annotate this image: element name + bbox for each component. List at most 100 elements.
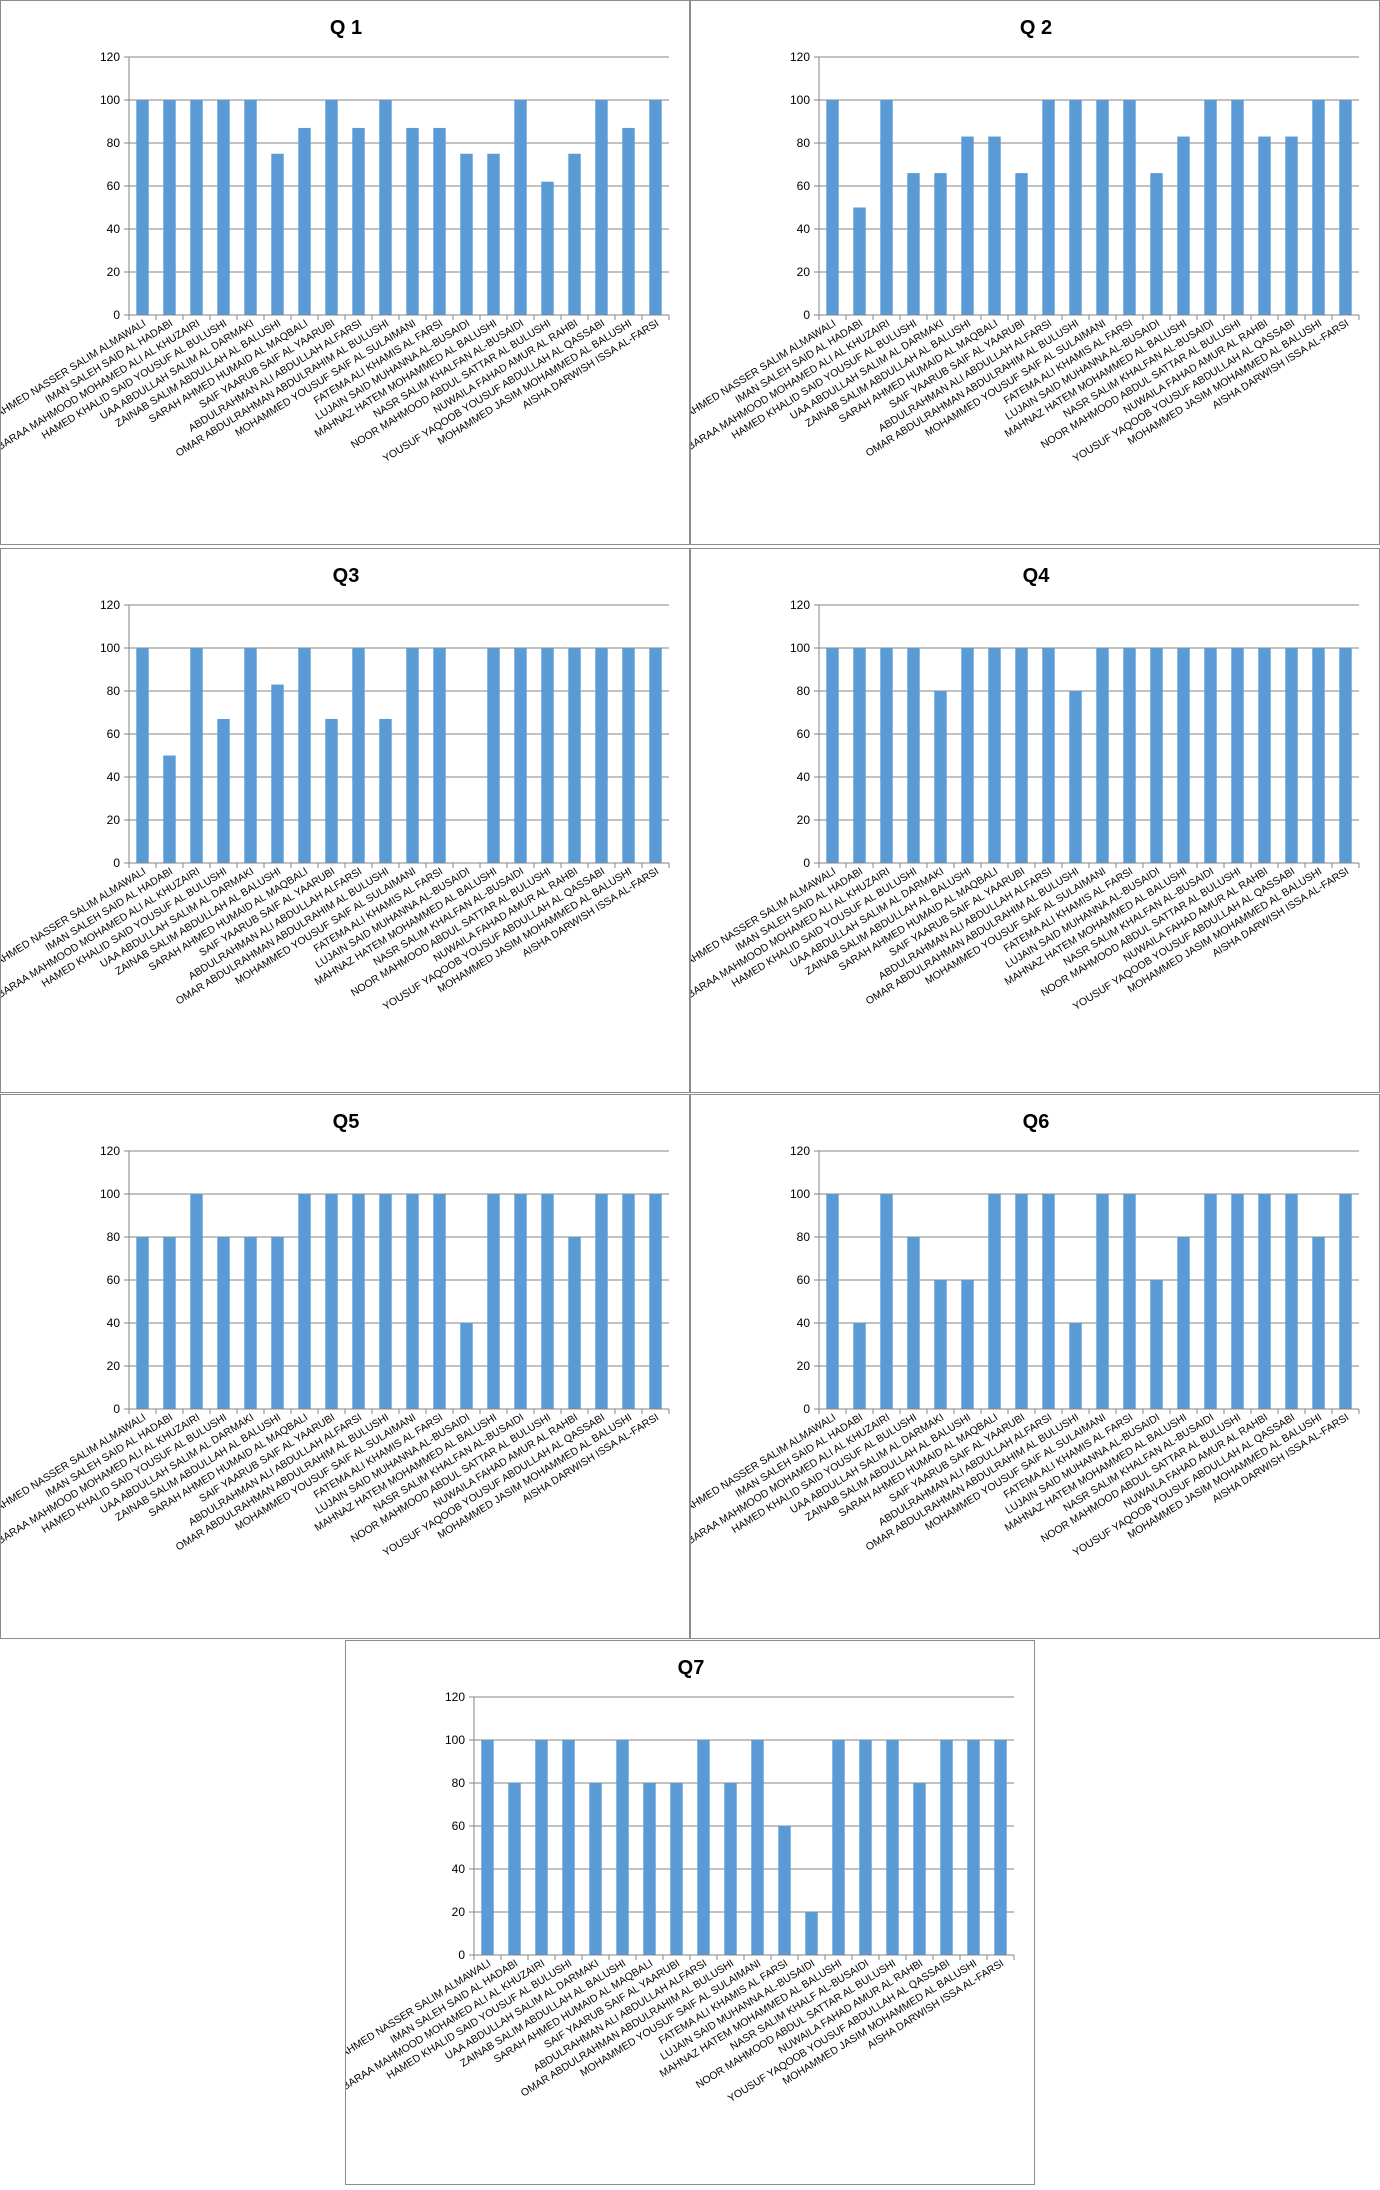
bar xyxy=(406,127,419,315)
bar xyxy=(190,648,203,863)
bar xyxy=(433,127,446,315)
bar xyxy=(670,1783,683,1955)
y-tick-label: 120 xyxy=(790,598,810,612)
y-tick-label: 60 xyxy=(107,727,121,741)
bar xyxy=(508,1783,521,1955)
bar xyxy=(190,1194,203,1409)
bar xyxy=(1096,648,1109,863)
bar xyxy=(907,1237,920,1409)
bar xyxy=(1150,648,1163,863)
chart-panel-1: Q 1 0 20 40 60 80 100 120 AHMED NASSER SALIM ALM… xyxy=(0,0,690,545)
bar xyxy=(244,1237,257,1409)
chart-title: Q4 xyxy=(1023,565,1051,587)
bar xyxy=(298,648,311,863)
bar xyxy=(1285,136,1298,315)
bar xyxy=(907,648,920,863)
y-tick-label: 80 xyxy=(452,1776,466,1790)
y-tick-label: 20 xyxy=(797,1359,811,1373)
bar xyxy=(325,718,338,863)
bar xyxy=(649,1194,662,1409)
bar xyxy=(880,648,893,863)
bar xyxy=(595,100,608,315)
y-tick-label: 100 xyxy=(100,93,120,107)
y-tick-label: 20 xyxy=(797,265,811,279)
chart-panel-2: Q 2 0 20 40 60 80 100 120 AHMED NASSER SALIM ALM… xyxy=(690,0,1380,545)
bar xyxy=(406,648,419,863)
y-tick-label: 40 xyxy=(107,1316,121,1330)
bar xyxy=(1015,173,1028,315)
bar xyxy=(988,648,1001,863)
y-tick-label: 20 xyxy=(107,813,121,827)
bar xyxy=(433,648,446,863)
chart-title: Q 2 xyxy=(1020,17,1052,39)
bar xyxy=(379,718,392,863)
y-tick-label: 120 xyxy=(100,598,120,612)
bar xyxy=(541,1194,554,1409)
bar xyxy=(325,100,338,315)
bar xyxy=(961,1280,974,1409)
y-tick-label: 120 xyxy=(100,1144,120,1158)
y-tick-label: 80 xyxy=(797,136,811,150)
bar xyxy=(352,127,365,315)
bar xyxy=(1312,1237,1325,1409)
y-tick-label: 20 xyxy=(107,265,121,279)
y-tick-label: 100 xyxy=(100,641,120,655)
bar xyxy=(568,648,581,863)
y-tick-label: 40 xyxy=(107,222,121,236)
bar xyxy=(460,153,473,315)
y-tick-label: 40 xyxy=(452,1862,466,1876)
bar xyxy=(826,1194,839,1409)
bar xyxy=(1258,136,1271,315)
bar xyxy=(880,100,893,315)
bar xyxy=(1123,100,1136,315)
y-tick-label: 80 xyxy=(107,1230,121,1244)
y-tick-label: 100 xyxy=(790,1187,810,1201)
bar xyxy=(934,691,947,863)
bar xyxy=(934,1280,947,1409)
bar xyxy=(940,1740,953,1955)
bar xyxy=(616,1740,629,1955)
chart-panel-3: Q3 0 20 40 60 80 100 120 AHMED NASSER SALIM ALMA… xyxy=(0,548,690,1093)
bar xyxy=(595,648,608,863)
bar xyxy=(697,1740,710,1955)
y-tick-label: 80 xyxy=(107,136,121,150)
bar xyxy=(988,136,1001,315)
chart-panel-4: Q4 0 20 40 60 80 100 120 AHMED NASSER SALIM ALMA… xyxy=(690,548,1380,1093)
bar xyxy=(1015,648,1028,863)
bar xyxy=(1312,648,1325,863)
bar xyxy=(541,648,554,863)
chart-title: Q5 xyxy=(333,1111,360,1133)
bar xyxy=(1231,648,1244,863)
bar xyxy=(562,1740,575,1955)
y-tick-label: 100 xyxy=(790,93,810,107)
bar xyxy=(1177,136,1190,315)
bar xyxy=(988,1194,1001,1409)
bar xyxy=(1204,648,1217,863)
bar xyxy=(1177,648,1190,863)
bar xyxy=(1150,173,1163,315)
bar xyxy=(643,1783,656,1955)
bar xyxy=(271,153,284,315)
bar xyxy=(136,1237,149,1409)
bar xyxy=(487,648,500,863)
y-tick-label: 20 xyxy=(107,1359,121,1373)
bar xyxy=(649,648,662,863)
bar xyxy=(913,1783,926,1955)
bar xyxy=(934,173,947,315)
bar xyxy=(1285,648,1298,863)
bar xyxy=(832,1740,845,1955)
y-tick-label: 60 xyxy=(452,1819,466,1833)
y-tick-label: 0 xyxy=(113,856,120,870)
bar xyxy=(1069,691,1082,863)
bar xyxy=(136,100,149,315)
y-tick-label: 120 xyxy=(100,50,120,64)
bar xyxy=(595,1194,608,1409)
bar xyxy=(859,1740,872,1955)
bar xyxy=(217,1237,230,1409)
y-tick-label: 60 xyxy=(107,1273,121,1287)
y-tick-label: 80 xyxy=(797,684,811,698)
bar xyxy=(1069,1323,1082,1409)
